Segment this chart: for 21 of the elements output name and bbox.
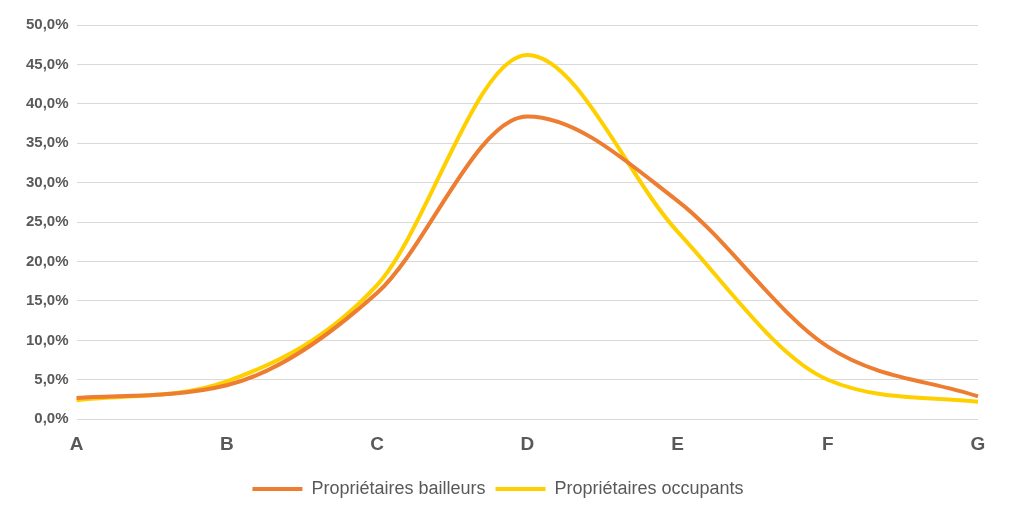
line-series <box>74 114 980 400</box>
x-tick-label: G <box>970 432 986 454</box>
y-tick-label: 10,0% <box>25 330 69 348</box>
x-tick-label: E <box>671 432 684 454</box>
y-tick-label: 15,0% <box>25 291 69 309</box>
x-tick-label: A <box>69 432 84 454</box>
x-tick-label: F <box>821 432 834 454</box>
y-tick-label: 30,0% <box>25 172 69 190</box>
y-tick-label: 5,0% <box>34 369 69 387</box>
y-tick-label: 25,0% <box>25 212 69 230</box>
y-tick-label: 40,0% <box>25 93 69 111</box>
y-tick-label: 20,0% <box>25 251 69 269</box>
x-tick-label: C <box>370 432 385 454</box>
legend-label: Propriétaires bailleurs <box>311 477 486 498</box>
y-tick-label: 35,0% <box>25 133 69 151</box>
y-tick-label: 50,0% <box>25 15 69 33</box>
legend-label: Propriétaires occupants <box>554 477 744 498</box>
x-tick-label: B <box>219 432 234 454</box>
x-tick-label: D <box>520 432 535 454</box>
y-tick-label: 0,0% <box>34 409 69 427</box>
y-tick-label: 45,0% <box>25 54 69 72</box>
